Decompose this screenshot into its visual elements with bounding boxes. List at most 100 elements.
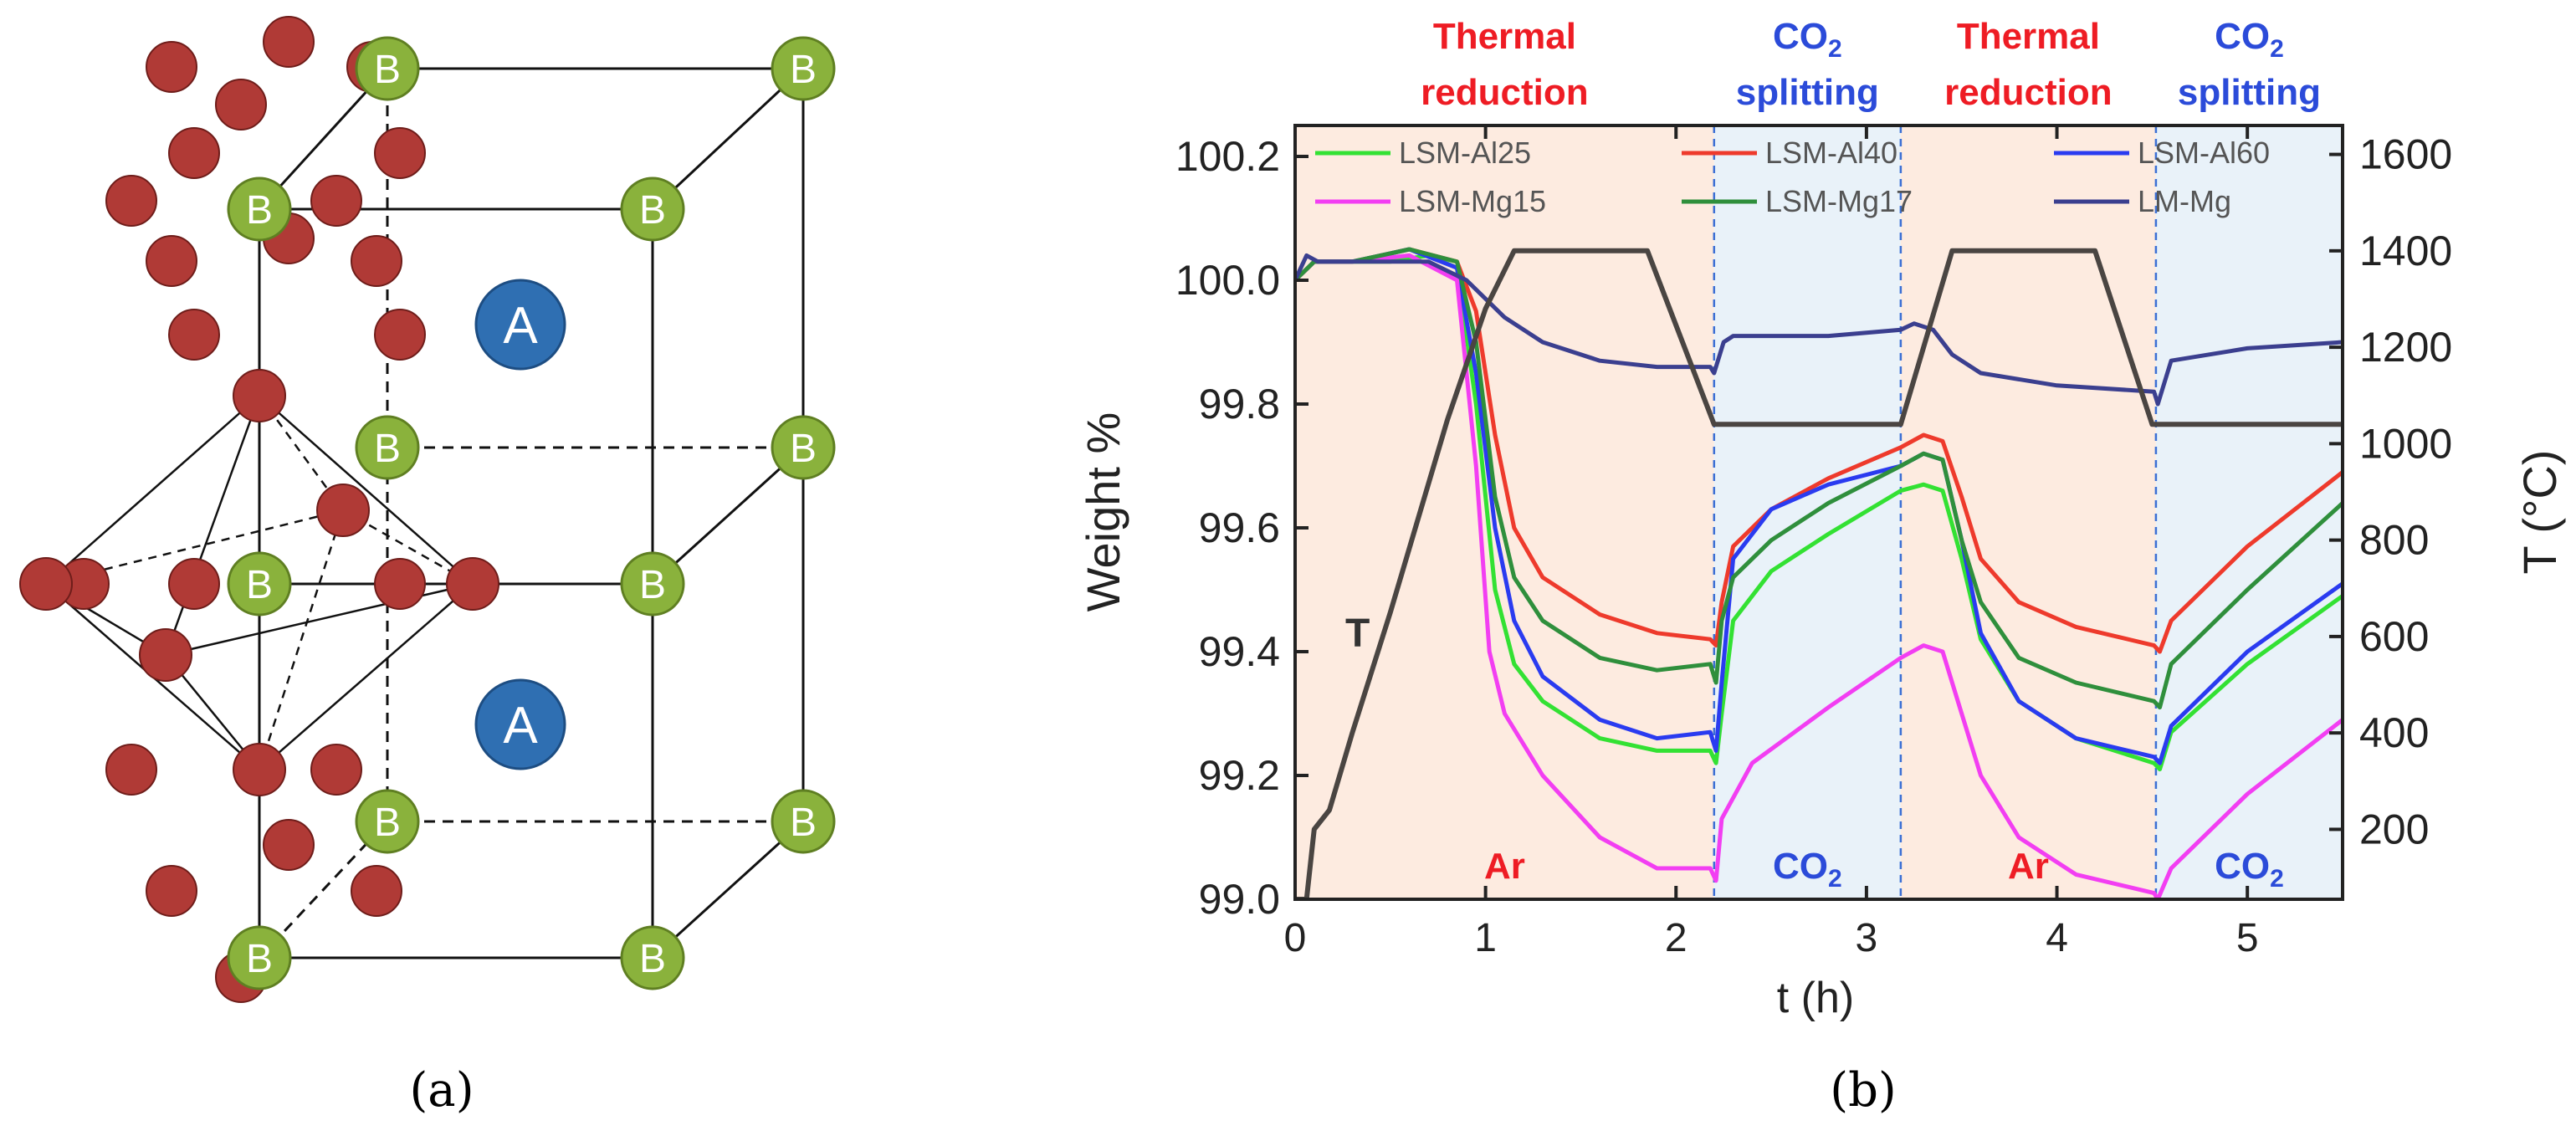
b-site-label: B <box>246 563 273 607</box>
x-tick-label: 5 <box>2236 916 2259 960</box>
oxygen-atom <box>374 127 426 179</box>
series-line-lsm-mg17 <box>1295 247 2343 710</box>
x-axis-title: t (h) <box>1777 974 1854 1022</box>
y-tick-label: 99.4 <box>1199 628 1280 675</box>
caption-b: (b) <box>1830 1063 1897 1118</box>
x-tick-label: 4 <box>2046 916 2068 960</box>
y2-tick-label: 200 <box>2359 806 2429 852</box>
y2-tick-label: 800 <box>2359 517 2429 564</box>
oxygen-atom <box>146 41 197 93</box>
legend-label: LSM-Mg15 <box>1399 184 1546 218</box>
oxygen-atom <box>105 175 157 227</box>
y-tick-label: 99.8 <box>1199 381 1280 427</box>
oxygen-atom <box>263 16 315 68</box>
y-tick-label: 99.2 <box>1199 752 1280 799</box>
y-tick-label: 99.0 <box>1199 876 1280 923</box>
legend: LSM-Al25 LSM-Al40 LSM-Al60 LSM-Mg15 LSM-Mg17… <box>1315 136 2270 218</box>
gas-label: Ar <box>2008 846 2049 887</box>
x-tick-label: 2 <box>1665 916 1687 960</box>
b-site-label: B <box>374 801 401 845</box>
b-site-atom <box>771 36 836 101</box>
a-site-atom <box>474 279 566 371</box>
b-site-label: B <box>246 188 273 233</box>
series-line-t <box>1295 248 2343 899</box>
y-tick-label: 99.6 <box>1199 504 1280 551</box>
oxygen-atom <box>446 557 499 611</box>
phase-header: CO2 <box>1773 16 1842 63</box>
oxygen-atom <box>215 79 267 130</box>
phase-bands <box>1295 125 2343 899</box>
phase-header: Thermal <box>1433 16 1576 57</box>
y2-tick-label: 1200 <box>2359 324 2452 371</box>
caption-a: (a) <box>409 1063 474 1118</box>
b-site-label: B <box>790 801 817 845</box>
b-site-atom <box>227 551 292 617</box>
b-site-label: B <box>374 48 401 92</box>
legend-label: LSM-Al60 <box>2138 136 2270 170</box>
b-site-atom <box>620 177 685 242</box>
y-axis-title: Weight % <box>1077 412 1129 612</box>
phase-band <box>1295 125 1714 899</box>
y2-tick-label: 1400 <box>2359 228 2452 274</box>
oxygen-atom <box>351 865 402 917</box>
y2-tick-label: 400 <box>2359 709 2429 756</box>
phase-band <box>1900 125 2156 899</box>
plot-frame <box>1293 124 2344 901</box>
tga-chart: 0 1 2 3 4 5 99.0 99.2 99.4 99.6 99.8 100.0 100.2 200 4… <box>1077 16 2566 1022</box>
b-site-atom <box>771 415 836 480</box>
y2-tick-label: 600 <box>2359 613 2429 660</box>
phase-band <box>2155 125 2343 899</box>
oxygen-atom <box>310 744 362 796</box>
b-site-label: B <box>790 427 817 471</box>
oxygen-atom <box>146 865 197 917</box>
oxygen-atom <box>263 819 315 871</box>
oxygen-atom <box>146 235 197 287</box>
y2-tick-label: 1600 <box>2359 131 2452 178</box>
y2-axis-title: T (°C) <box>2513 450 2566 575</box>
gas-label: Ar <box>1484 846 1525 887</box>
a-site-atom <box>474 678 566 770</box>
x-tick-label: 1 <box>1474 916 1497 960</box>
phase-header: Thermal <box>1957 16 2100 57</box>
oxygen-atom <box>316 484 370 537</box>
b-site-atom <box>227 925 292 990</box>
oxygen-atom <box>351 235 402 287</box>
b-site-label: B <box>639 188 666 233</box>
b-site-atom <box>355 415 420 480</box>
b-site-atom <box>355 36 420 101</box>
oxygen-atom <box>233 743 286 796</box>
series-line-lm-mg <box>1295 253 2343 407</box>
legend-label: LSM-Al40 <box>1765 136 1897 170</box>
oxygen-atom <box>139 628 192 682</box>
series-line-lsm-al40 <box>1295 247 2343 654</box>
oxygen-atom <box>19 557 73 611</box>
crystal-structure-diagram: B B B B B B B B B B B B A A <box>19 16 836 1003</box>
series-line-lsm-mg15 <box>1295 253 2343 899</box>
y-tick-label: 100.0 <box>1175 257 1280 304</box>
b-site-atom <box>620 551 685 617</box>
b-site-atom <box>355 789 420 854</box>
series-line-lsm-al60 <box>1295 247 2343 765</box>
temperature-label: T <box>1345 611 1370 656</box>
x-tick-label: 3 <box>1856 916 1878 960</box>
b-site-label: B <box>639 563 666 607</box>
oxygen-atom <box>310 175 362 227</box>
oxygen-atom <box>374 309 426 361</box>
phase-header-line2: splitting <box>1736 72 1879 113</box>
legend-label: LSM-Mg17 <box>1765 184 1913 218</box>
oxygen-atom <box>105 744 157 796</box>
phase-header-line2: splitting <box>2178 72 2321 113</box>
legend-label: LM-Mg <box>2138 184 2231 218</box>
a-site-label: A <box>503 297 538 355</box>
phase-band <box>1713 125 1901 899</box>
b-site-label: B <box>639 937 666 981</box>
y-tick-label: 100.2 <box>1175 133 1280 180</box>
b-site-atom <box>620 925 685 990</box>
b-site-label: B <box>374 427 401 471</box>
oxygen-atom <box>168 558 220 610</box>
a-site-label: A <box>503 697 538 755</box>
oxygen-atom <box>168 127 220 179</box>
gas-label: CO2 <box>1773 846 1842 893</box>
phase-header: CO2 <box>2215 16 2284 63</box>
